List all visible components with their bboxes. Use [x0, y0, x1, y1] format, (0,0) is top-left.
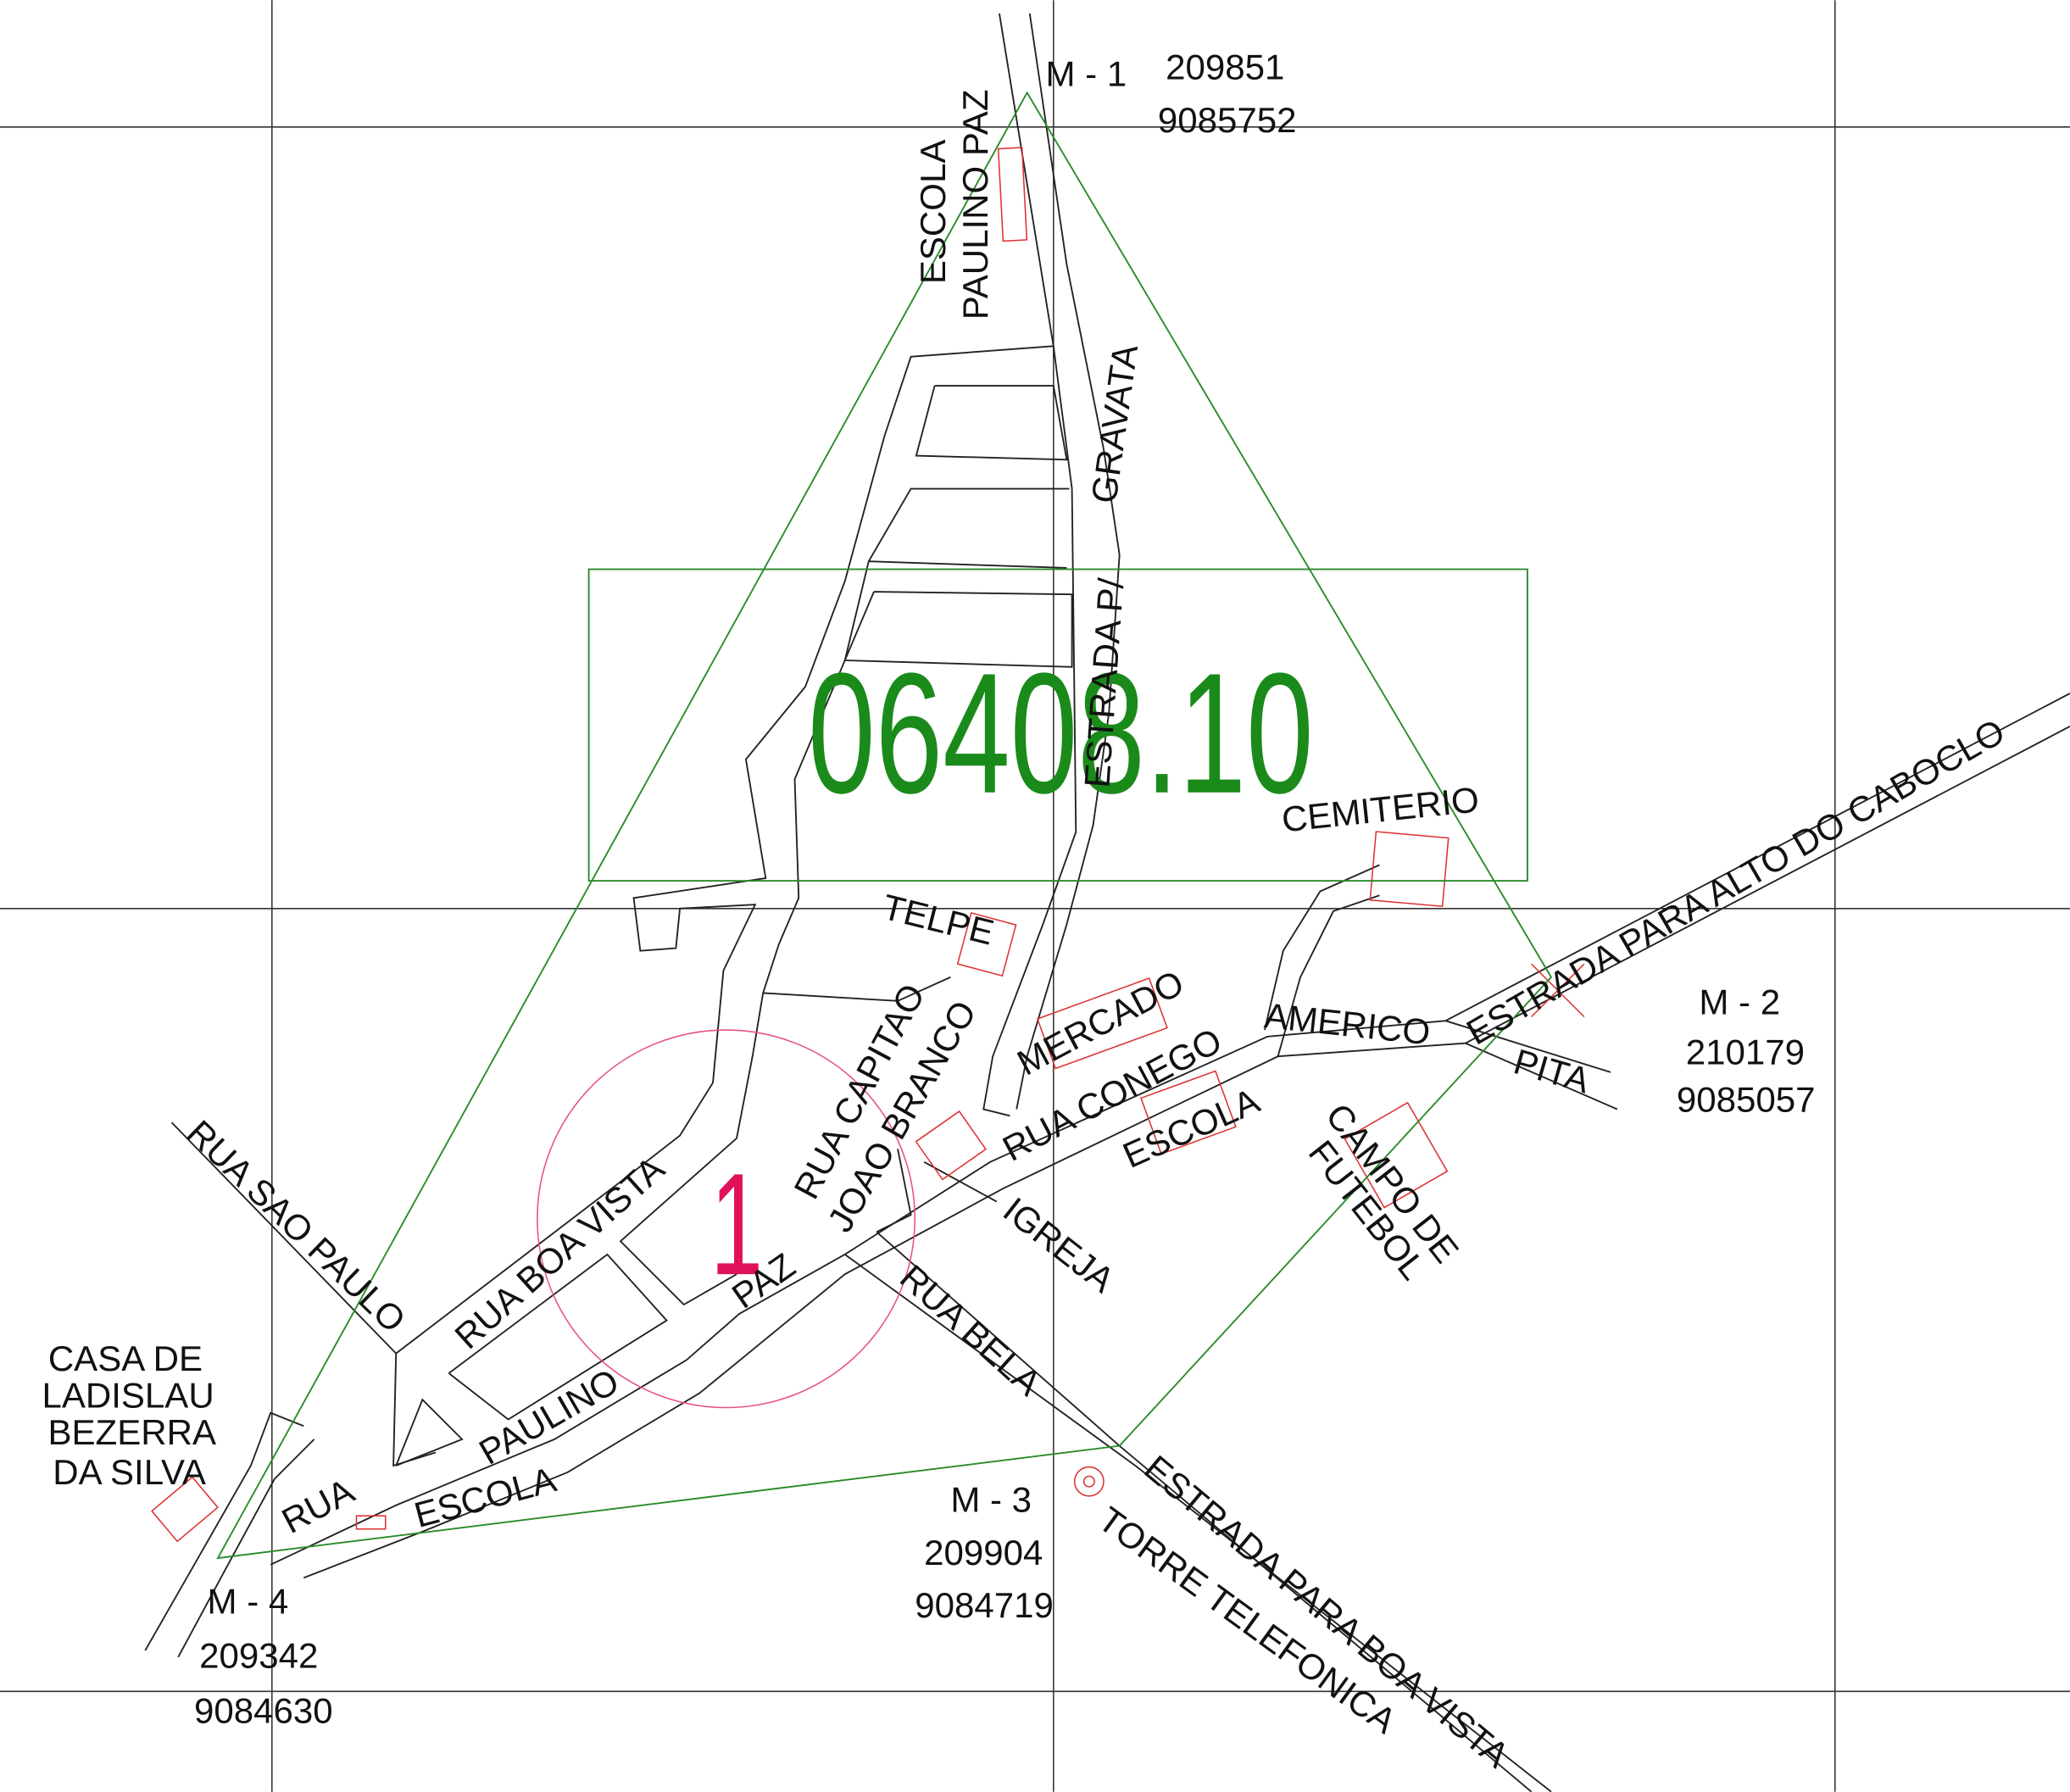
label: AMERICO [1262, 995, 1432, 1052]
marker-label: M - 3 [950, 1480, 1032, 1520]
label: TELPE [879, 887, 999, 953]
label: ESTRADA PARA BOA VISTA [1137, 1448, 1516, 1775]
label: RUA [275, 1471, 360, 1541]
map: 06408.10 1 M - 1 209851 9085752 M - 2 21… [0, 0, 2070, 1792]
labels: ESCOLA PAULINO PAZ ESTRADA P/ GRAVATA CE… [42, 89, 2011, 1775]
label: ESCOLA [410, 1459, 560, 1535]
label: DA SILVA [53, 1452, 206, 1492]
marker-y: 9084630 [194, 1691, 333, 1731]
label: RUA SAO PAULO [180, 1112, 414, 1340]
sector-code: 06408.10 [808, 637, 1313, 829]
marker-label: M - 4 [208, 1581, 289, 1621]
marker-label: M - 1 [1045, 54, 1127, 94]
label: GRAVATA [1083, 342, 1145, 505]
marker-x: 209904 [924, 1533, 1043, 1572]
label: PAULINO [472, 1361, 626, 1472]
label: CASA DE [48, 1338, 203, 1378]
marker-x: 209851 [1166, 47, 1284, 87]
marker-y: 9085752 [1158, 100, 1297, 140]
label: PAULINO PAZ [955, 89, 995, 320]
label: LADISLAU [42, 1375, 214, 1415]
marker-x: 209342 [199, 1635, 318, 1675]
label: BEZERRA [47, 1412, 216, 1452]
page: {"code": "06408.10", "section": "1", "ma… [0, 0, 2070, 1792]
buildings [152, 147, 1584, 1541]
markers: M - 1 209851 9085752 M - 2 210179 908505… [194, 47, 1816, 1731]
label: RUA BOA VISTA [447, 1149, 671, 1356]
label: PITA [1510, 1041, 1594, 1100]
marker-y: 9084719 [915, 1585, 1054, 1625]
label: IGREJA [996, 1189, 1122, 1300]
marker-label: M - 2 [1699, 982, 1780, 1021]
label: ESCOLA [913, 140, 953, 285]
marker-x: 210179 [1686, 1032, 1805, 1072]
marker-y: 9085057 [1677, 1080, 1816, 1120]
label: RUA BELA [893, 1257, 1049, 1403]
